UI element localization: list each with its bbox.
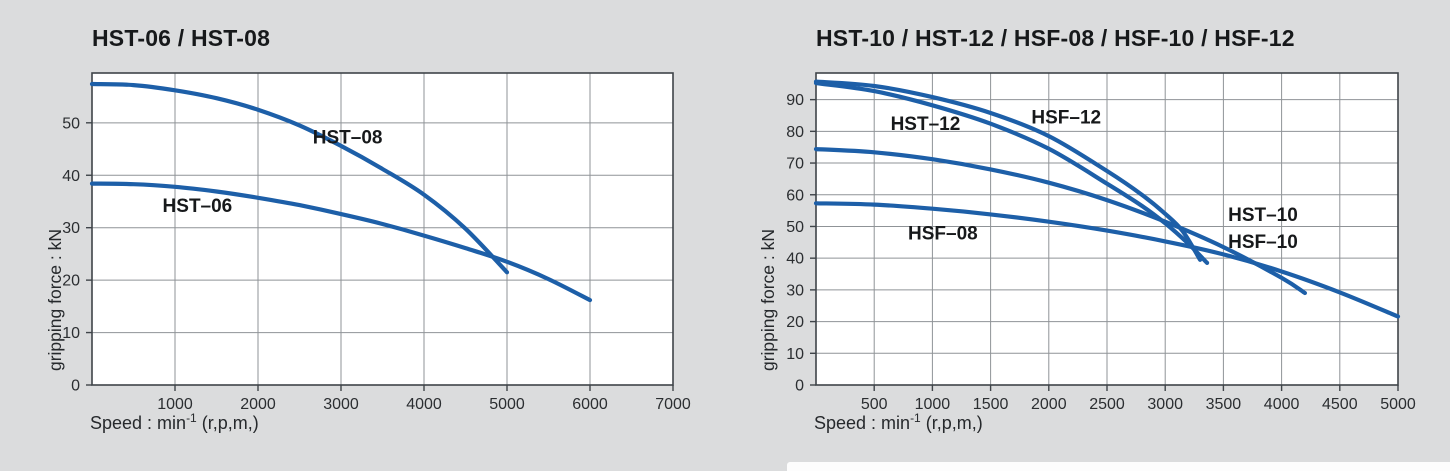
curve-label-hst-12: HST–12 — [891, 114, 961, 135]
curve-label-hsf-08: HSF–08 — [908, 223, 978, 244]
x-tick-label: 6000 — [572, 396, 608, 413]
x-tick-label: 4000 — [1264, 396, 1300, 413]
y-tick-label: 60 — [786, 187, 804, 204]
chart1-x-axis-label: Speed : min-1 (r,p,m,) — [90, 411, 259, 434]
x-tick-label: 2500 — [1089, 396, 1125, 413]
x-axis-label-text: Speed : min — [814, 413, 911, 433]
y-tick-label: 30 — [62, 220, 80, 237]
y-tick-label: 80 — [786, 124, 804, 141]
x-tick-label: 3500 — [1206, 396, 1242, 413]
x-tick-label: 500 — [861, 396, 888, 413]
chart2-y-axis-label: gripping force : kN — [758, 229, 778, 372]
curve-hst-12 — [813, 81, 1210, 265]
chart1-y-axis-label: gripping force : kN — [45, 229, 65, 372]
y-tick-label: 70 — [786, 156, 804, 173]
y-tick-label: 40 — [786, 251, 804, 268]
y-tick-label: 30 — [786, 282, 804, 299]
chart2-x-axis-label: Speed : min-1 (r,p,m,) — [814, 411, 983, 434]
curve-hsf-12 — [813, 79, 1203, 262]
chart-0: 1000 2000 3000 4000 5000 6000 7000 0 10 20 30 40 50 H… — [62, 72, 691, 413]
x-tick-label: 1000 — [157, 396, 193, 413]
curve-hst-06 — [89, 181, 593, 303]
y-tick-label: 90 — [786, 92, 804, 109]
x-axis-label-unit: (r,p,m,) — [196, 413, 259, 433]
curve-label-hst-08: HST–08 — [313, 127, 383, 148]
y-tick-label: 0 — [71, 378, 80, 395]
x-axis-label-unit: (r,p,m,) — [920, 413, 983, 433]
chart2-title: HST-10 / HST-12 / HSF-08 / HSF-10 / HSF-… — [816, 25, 1295, 51]
plot-border — [91, 72, 674, 386]
y-tick-label: 0 — [795, 378, 804, 395]
x-tick-label: 3000 — [1147, 396, 1183, 413]
y-tick-label: 20 — [62, 273, 80, 290]
y-tick-label: 50 — [62, 115, 80, 132]
y-tick-label: 20 — [786, 314, 804, 331]
y-tick-label: 10 — [786, 346, 804, 363]
x-tick-label: 4000 — [406, 396, 442, 413]
curve-hst-08 — [89, 81, 510, 275]
x-tick-label: 1500 — [973, 396, 1009, 413]
y-tick-label: 40 — [62, 168, 80, 185]
x-tick-label: 4500 — [1322, 396, 1358, 413]
curve-hsf-08 — [813, 201, 1401, 319]
y-tick-label: 10 — [62, 325, 80, 342]
x-tick-label: 1000 — [915, 396, 951, 413]
x-tick-label: 5000 — [489, 396, 525, 413]
curve-label-hst-10-hsf-10: HSF–10 — [1228, 232, 1298, 253]
chart-1: 500 1000 1500 2000 2500 3000 3500 4000 4500 5000 0… — [786, 72, 1416, 413]
plot-area — [92, 73, 673, 385]
x-axis-label-superscript: -1 — [186, 411, 197, 425]
x-axis-label-text: Speed : min — [90, 413, 187, 433]
curve-label-hsf-12: HSF–12 — [1031, 108, 1101, 129]
plot-border — [815, 72, 1399, 386]
chart1-title: HST-06 / HST-08 — [92, 25, 271, 51]
x-tick-label: 5000 — [1380, 396, 1416, 413]
x-tick-label: 2000 — [1031, 396, 1067, 413]
x-tick-label: 7000 — [655, 396, 691, 413]
bottom-white-strip — [787, 462, 1450, 471]
x-axis-label-superscript: -1 — [910, 411, 921, 425]
curve-label-hst-06: HST–06 — [163, 196, 233, 217]
curve-label-hst-10-hsf-10: HST–10 — [1228, 205, 1298, 226]
x-tick-label: 2000 — [240, 396, 276, 413]
x-tick-label: 3000 — [323, 396, 359, 413]
y-tick-label: 50 — [786, 219, 804, 236]
